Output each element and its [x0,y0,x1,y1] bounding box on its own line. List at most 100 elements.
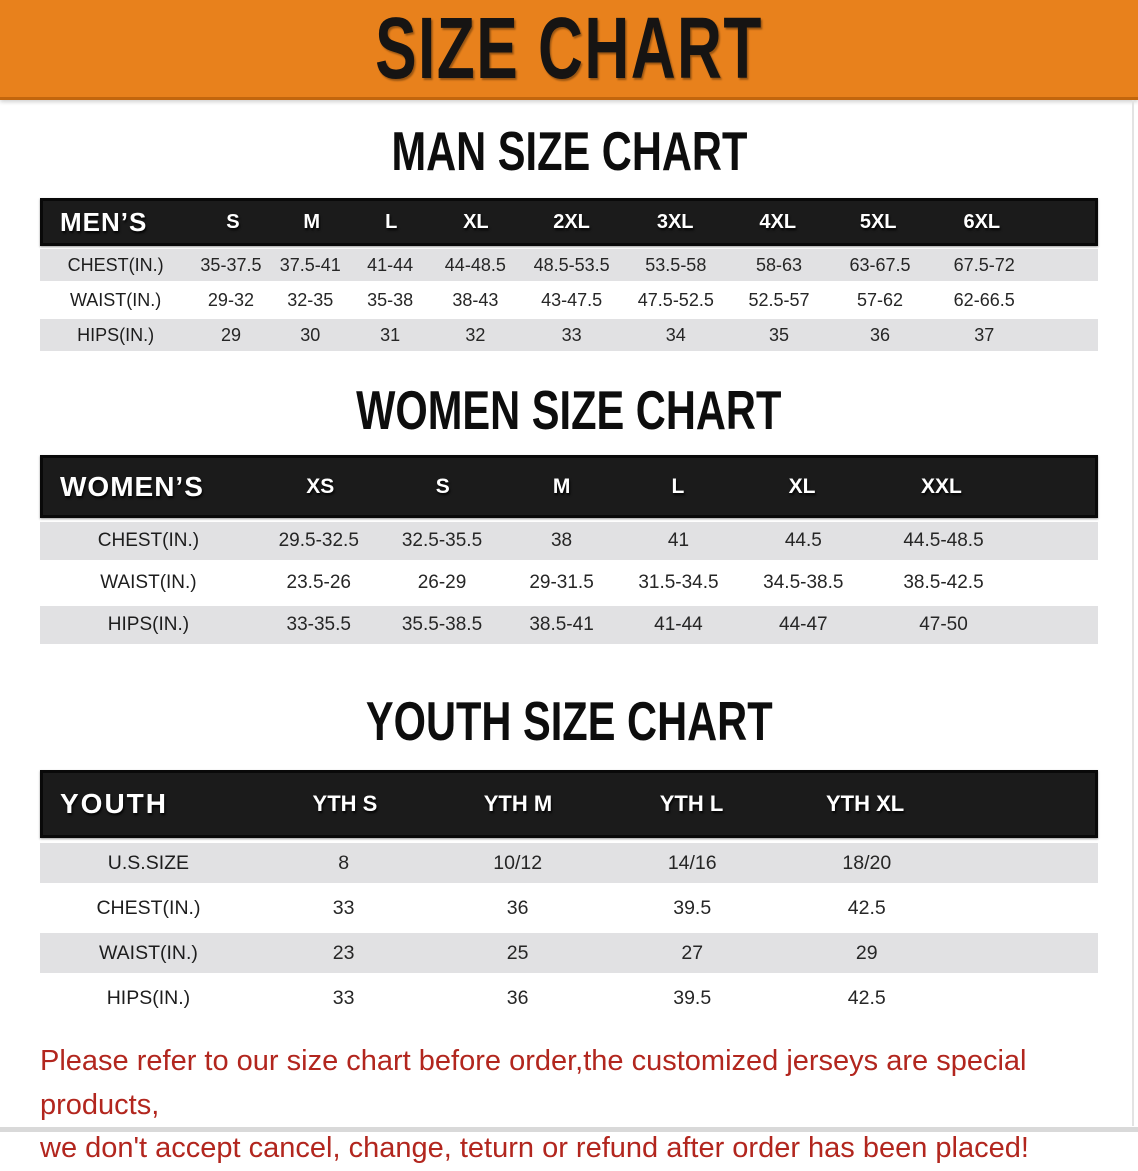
size-value: 47-50 [919,614,968,635]
banner-title: SIZE CHART [375,0,763,97]
size-value: 25 [506,941,529,964]
row-label: WAIST(IN.) [69,289,162,310]
size-column-header: M [552,474,571,498]
size-value: 38.5-42.5 [903,572,984,593]
size-column-header: 6XL [963,210,1001,233]
measurement-row: HIPS(IN.) 29 30 31 32 33 34 35 36 37 [40,319,1098,351]
row-label: CHEST(IN.) [67,254,164,275]
women-table-header-row: WOMEN’S XS S M L XL XXL [40,455,1098,518]
man-section-heading: MAN SIZE CHART [0,121,1138,183]
size-column-header: M [303,210,321,233]
row-label: HIPS(IN.) [107,614,190,635]
size-column-header: XL [788,474,816,498]
size-value: 38-43 [452,289,499,310]
size-value: 39.5 [673,896,712,919]
size-value: 48.5-53.5 [533,254,610,275]
size-value: 29-32 [207,289,254,310]
size-value: 53.5-58 [645,254,707,275]
size-value: 35 [768,324,789,345]
note-line-1: Please refer to our size chart before or… [40,1045,1027,1121]
size-column-header: YTH XL [826,791,905,816]
size-value: 37 [974,324,995,345]
measurement-row: CHEST(IN.) 29.5-32.5 32.5-35.5 38 41 44.5 44.5… [40,522,1098,560]
size-value: 37.5-41 [279,254,341,275]
size-value: 44.5-48.5 [903,530,984,551]
youth-table-header-row: YOUTH YTH S YTH M YTH L YTH XL [40,770,1098,838]
youth-section-heading: YOUTH SIZE CHART [0,695,1138,750]
size-value: 52.5-57 [748,289,810,310]
size-column-header: YTH M [483,791,553,816]
size-value: 47.5-52.5 [637,289,714,310]
size-column-header: 3XL [656,210,694,233]
size-value: 35.5-38.5 [401,614,483,635]
youth-size-table: YOUTH YTH S YTH M YTH L YTH XL U.S.SIZE 8 10/1… [40,770,1098,1018]
size-value: 36 [506,986,529,1009]
right-edge-artifact [1132,100,1134,1126]
size-column-header: YTH S [312,791,378,816]
size-chart-banner: SIZE CHART [0,0,1138,100]
size-value: 67.5-72 [953,254,1015,275]
measurement-row: WAIST(IN.) 23 25 27 29 [40,933,1098,973]
size-value: 41 [667,530,690,551]
men-size-table: MEN’S S M L XL 2XL 3XL 4XL 5XL 6XL CHEST(IN.) 35-3… [40,198,1098,351]
size-column-header: 4XL [759,210,797,233]
women-section-heading: WOMEN SIZE CHART [0,380,1138,442]
size-value: 38 [550,530,573,551]
measurement-row: HIPS(IN.) 33-35.5 35.5-38.5 38.5-41 41-44 44-… [40,606,1098,644]
women-size-table: WOMEN’S XS S M L XL XXL CHEST(IN.) 29.5-32.5 32.… [40,455,1098,644]
size-column-header: XL [463,210,489,233]
size-value: 8 [338,851,350,874]
size-value: 44-48.5 [444,254,506,275]
men-table-header-row: MEN’S S M L XL 2XL 3XL 4XL 5XL 6XL [40,198,1098,246]
size-value: 39.5 [673,986,712,1009]
size-value: 34 [665,324,686,345]
size-value: 29.5-32.5 [278,530,359,551]
measurement-row: CHEST(IN.) 33 36 39.5 42.5 [40,888,1098,928]
size-value: 26-29 [417,572,467,593]
size-value: 33 [332,986,355,1009]
row-label: U.S.SIZE [107,851,190,874]
size-column-header: S [226,210,240,233]
size-value: 35-38 [367,289,414,310]
size-value: 33 [561,324,582,345]
size-column-header: 2XL [553,210,590,233]
size-value: 23 [332,941,355,964]
row-label: CHEST(IN.) [96,896,201,919]
measurement-row: WAIST(IN.) 29-32 32-35 35-38 38-43 43-47.5 47.… [40,284,1098,316]
size-value: 29 [855,941,878,964]
size-value: 29-31.5 [529,572,594,593]
size-value: 10/12 [493,851,543,874]
size-value: 14/16 [667,851,717,874]
size-column-header: XXL [920,474,962,498]
man-heading-text: MAN SIZE CHART [391,121,747,183]
table-group-label: YOUTH [60,788,168,819]
row-label: WAIST(IN.) [98,941,198,964]
size-value: 57-62 [856,289,904,310]
measurement-row: U.S.SIZE 8 10/12 14/16 18/20 [40,843,1098,883]
size-value: 27 [681,941,704,964]
size-value: 31.5-34.5 [638,572,719,593]
size-column-header: S [435,474,450,498]
size-column-header: 5XL [859,210,897,233]
size-column-header: L [671,474,685,498]
table-group-label: MEN’S [60,206,148,237]
size-value: 23.5-26 [286,572,351,593]
size-value: 41-44 [367,254,414,275]
size-value: 29 [220,324,241,345]
size-value: 41-44 [654,614,703,635]
disclaimer-note: Please refer to our size chart before or… [40,1040,1118,1171]
size-value: 36 [506,896,529,919]
size-value: 58-63 [755,254,802,275]
bottom-edge [0,1127,1138,1132]
row-label: CHEST(IN.) [97,530,200,551]
women-heading-text: WOMEN SIZE CHART [356,380,782,442]
size-column-header: YTH L [659,791,724,816]
size-value: 33-35.5 [286,614,351,635]
row-label: HIPS(IN.) [106,986,191,1009]
size-value: 44.5 [784,530,822,551]
size-value: 43-47.5 [541,289,603,310]
size-value: 38.5-41 [529,614,594,635]
row-label: HIPS(IN.) [77,324,155,345]
size-value: 33 [332,896,355,919]
table-group-label: WOMEN’S [60,470,204,502]
